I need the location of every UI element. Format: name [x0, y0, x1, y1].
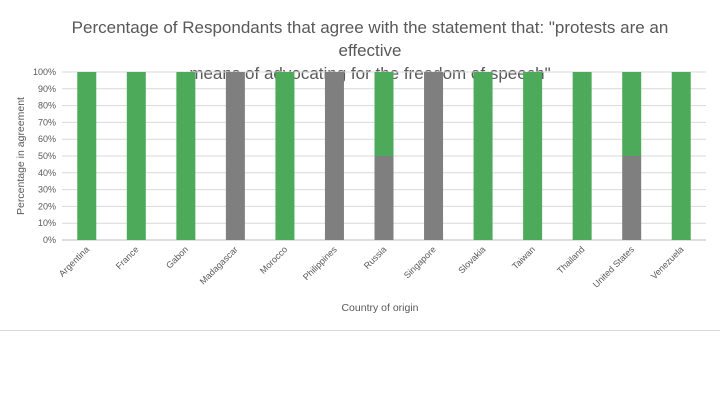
y-tick-label: 40%: [38, 168, 56, 178]
x-tick-label: Gabon: [164, 244, 190, 270]
y-tick-label: 90%: [38, 84, 56, 94]
bar-segment: [424, 72, 444, 240]
x-axis-title: Country of origin: [341, 302, 418, 314]
x-tick-label: Thailand: [555, 244, 586, 275]
chart-title-line-1: Percentage of Respondants that agree wit…: [71, 18, 669, 60]
y-tick-label: 0%: [43, 235, 56, 245]
y-tick-label: 30%: [38, 185, 56, 195]
x-tick-label: France: [114, 244, 141, 271]
bar-segment: [225, 72, 245, 240]
x-tick-label: Argentina: [57, 244, 91, 278]
bar-segment: [275, 72, 295, 240]
y-tick-label: 70%: [38, 117, 56, 127]
x-tick-label: Philippines: [301, 244, 339, 282]
bar-segment: [374, 156, 394, 240]
y-axis-title: Percentage in agreement: [15, 97, 27, 215]
bar-segment: [622, 72, 642, 156]
bar-segment: [374, 72, 394, 156]
bars: [77, 72, 691, 240]
bar-segment: [176, 72, 196, 240]
x-tick-label: Russia: [362, 244, 389, 271]
x-tick-label: Venezuela: [649, 244, 686, 281]
y-tick-label: 80%: [38, 101, 56, 111]
y-tick-label: 10%: [38, 218, 56, 228]
x-tick-label: Madagascar: [198, 244, 240, 286]
y-axis-ticks: 0% 10% 20% 30% 40% 50% 60% 70% 80% 90% 100%: [33, 67, 56, 245]
bar-segment: [671, 72, 691, 240]
bar-segment: [572, 72, 592, 240]
y-tick-label: 60%: [38, 134, 56, 144]
x-tick-label: Taiwan: [510, 244, 537, 271]
bar-segment: [622, 156, 642, 240]
x-tick-label: Singapore: [402, 244, 438, 280]
y-tick-label: 50%: [38, 151, 56, 161]
bar-segment: [324, 72, 344, 240]
x-tick-label: Slovakia: [456, 244, 487, 275]
y-tick-label: 100%: [33, 67, 56, 77]
x-tick-label: Morocco: [258, 244, 289, 275]
bar-segment: [523, 72, 543, 240]
bar-segment: [473, 72, 493, 240]
bar-segment: [126, 72, 146, 240]
y-tick-label: 20%: [38, 201, 56, 211]
bar-segment: [77, 72, 97, 240]
x-tick-label: United States: [591, 244, 637, 290]
x-axis-ticks: Argentina France Gabon Madagascar Morocco Phi…: [57, 244, 686, 290]
bar-chart: 0% 10% 20% 30% 40% 50% 60% 70% 80% 90% 100% Argent…: [15, 67, 706, 314]
